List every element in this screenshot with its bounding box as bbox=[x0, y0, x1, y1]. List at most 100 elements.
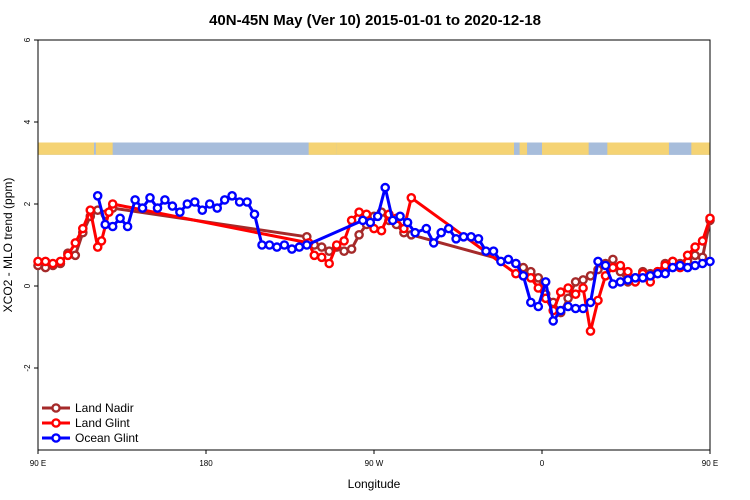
data-point-land-glint bbox=[555, 287, 566, 297]
data-point-land-nadir bbox=[316, 242, 327, 252]
data-point-ocean-glint bbox=[652, 268, 663, 279]
data-point-land-glint bbox=[354, 207, 364, 217]
data-point-land-glint bbox=[78, 223, 88, 234]
data-point-ocean-glint bbox=[488, 246, 499, 256]
band-ocean-segment bbox=[514, 142, 542, 155]
data-point-ocean-glint bbox=[402, 217, 413, 228]
data-point-ocean-glint bbox=[294, 242, 305, 252]
band-land-segment bbox=[95, 142, 113, 155]
data-point-land-glint bbox=[55, 256, 66, 267]
data-point-land-glint bbox=[70, 238, 81, 248]
data-point-ocean-glint bbox=[92, 190, 103, 201]
y-tick-label: 2 bbox=[23, 201, 32, 206]
data-point-ocean-glint bbox=[410, 227, 420, 238]
y-tick-label: -2 bbox=[23, 364, 32, 372]
band-ocean-segment bbox=[588, 142, 608, 155]
x-tick-label: 90 E bbox=[702, 459, 718, 468]
x-tick-label: 180 bbox=[199, 459, 213, 468]
data-point-land-glint bbox=[48, 258, 58, 269]
data-point-land-glint bbox=[563, 283, 573, 293]
data-point-ocean-glint bbox=[555, 305, 566, 316]
data-point-ocean-glint bbox=[395, 211, 405, 222]
legend-marker-land-nadir bbox=[51, 403, 61, 413]
data-point-land-glint bbox=[511, 268, 521, 279]
y-tick-label: 6 bbox=[23, 37, 32, 42]
data-point-ocean-glint bbox=[466, 231, 476, 242]
data-point-ocean-glint bbox=[287, 244, 297, 254]
data-point-land-glint bbox=[570, 289, 581, 300]
data-point-ocean-glint bbox=[380, 182, 391, 193]
data-point-ocean-glint bbox=[511, 258, 521, 269]
data-point-ocean-glint bbox=[279, 240, 290, 250]
data-point-ocean-glint bbox=[660, 268, 671, 279]
data-point-ocean-glint bbox=[473, 233, 484, 244]
data-point-land-nadir bbox=[70, 250, 81, 261]
data-point-land-glint bbox=[697, 236, 708, 246]
data-point-ocean-glint bbox=[615, 277, 626, 287]
data-point-ocean-glint bbox=[107, 221, 118, 232]
data-point-land-glint bbox=[690, 242, 700, 252]
data-point-ocean-glint bbox=[481, 246, 491, 256]
data-point-land-nadir bbox=[563, 293, 573, 304]
data-point-ocean-glint bbox=[690, 260, 700, 271]
data-point-land-glint bbox=[533, 283, 544, 293]
data-point-ocean-glint bbox=[540, 277, 551, 287]
data-point-land-glint bbox=[63, 250, 73, 261]
band-land-segment bbox=[519, 142, 528, 155]
data-point-land-glint bbox=[623, 266, 633, 277]
data-point-land-nadir bbox=[354, 229, 364, 240]
data-point-ocean-glint bbox=[600, 260, 611, 271]
band-land-segment bbox=[308, 142, 337, 155]
band-land-segment bbox=[691, 142, 710, 155]
x-axis: 90 E 180 90 W 0 90 E bbox=[30, 450, 718, 468]
data-point-land-glint bbox=[85, 205, 96, 215]
data-point-ocean-glint bbox=[667, 262, 678, 273]
data-point-land-glint bbox=[406, 192, 417, 203]
data-point-ocean-glint bbox=[675, 260, 685, 271]
data-point-ocean-glint bbox=[526, 297, 536, 308]
data-point-ocean-glint bbox=[705, 256, 715, 267]
data-point-ocean-glint bbox=[451, 233, 461, 244]
data-point-ocean-glint bbox=[503, 254, 514, 265]
data-point-land-glint bbox=[324, 258, 335, 269]
data-point-ocean-glint bbox=[608, 279, 618, 289]
band-land-segment bbox=[38, 142, 94, 155]
data-point-land-glint bbox=[104, 207, 114, 217]
data-point-ocean-glint bbox=[301, 240, 312, 250]
data-point-land-glint bbox=[316, 252, 327, 263]
data-point-land-glint bbox=[339, 236, 349, 246]
data-point-ocean-glint bbox=[152, 203, 163, 213]
data-point-ocean-glint bbox=[443, 223, 454, 234]
data-point-land-glint bbox=[96, 236, 107, 246]
y-tick-label: 4 bbox=[23, 119, 32, 124]
plot-frame bbox=[37, 39, 711, 451]
data-point-ocean-glint bbox=[137, 203, 148, 213]
data-point-ocean-glint bbox=[387, 215, 398, 226]
data-point-land-glint bbox=[33, 256, 43, 267]
legend-label-ocean-glint: Ocean Glint bbox=[75, 431, 139, 445]
data-point-ocean-glint bbox=[115, 213, 125, 224]
data-point-ocean-glint bbox=[175, 207, 185, 217]
band-ocean-segment bbox=[112, 142, 309, 155]
data-point-ocean-glint bbox=[189, 197, 200, 207]
y-axis-label: XCO2 - MLO trend (ppm) bbox=[1, 178, 15, 313]
data-point-ocean-glint bbox=[518, 270, 529, 281]
data-point-land-glint bbox=[585, 326, 596, 336]
data-point-ocean-glint bbox=[182, 199, 193, 209]
x-tick-label: 90 E bbox=[30, 459, 46, 468]
series-ocean-glint bbox=[92, 182, 715, 326]
data-point-ocean-glint bbox=[272, 242, 282, 252]
legend-label-land-nadir: Land Nadir bbox=[75, 401, 134, 415]
data-point-ocean-glint bbox=[197, 205, 208, 215]
data-point-ocean-glint bbox=[496, 256, 506, 267]
data-point-ocean-glint bbox=[212, 203, 222, 213]
data-point-land-glint bbox=[578, 283, 588, 293]
data-point-land-glint bbox=[331, 240, 342, 250]
data-point-land-glint bbox=[526, 272, 536, 283]
data-point-ocean-glint bbox=[623, 275, 633, 285]
band-land-segment bbox=[542, 142, 589, 155]
data-point-land-nadir bbox=[339, 246, 349, 256]
data-point-ocean-glint bbox=[421, 223, 432, 234]
